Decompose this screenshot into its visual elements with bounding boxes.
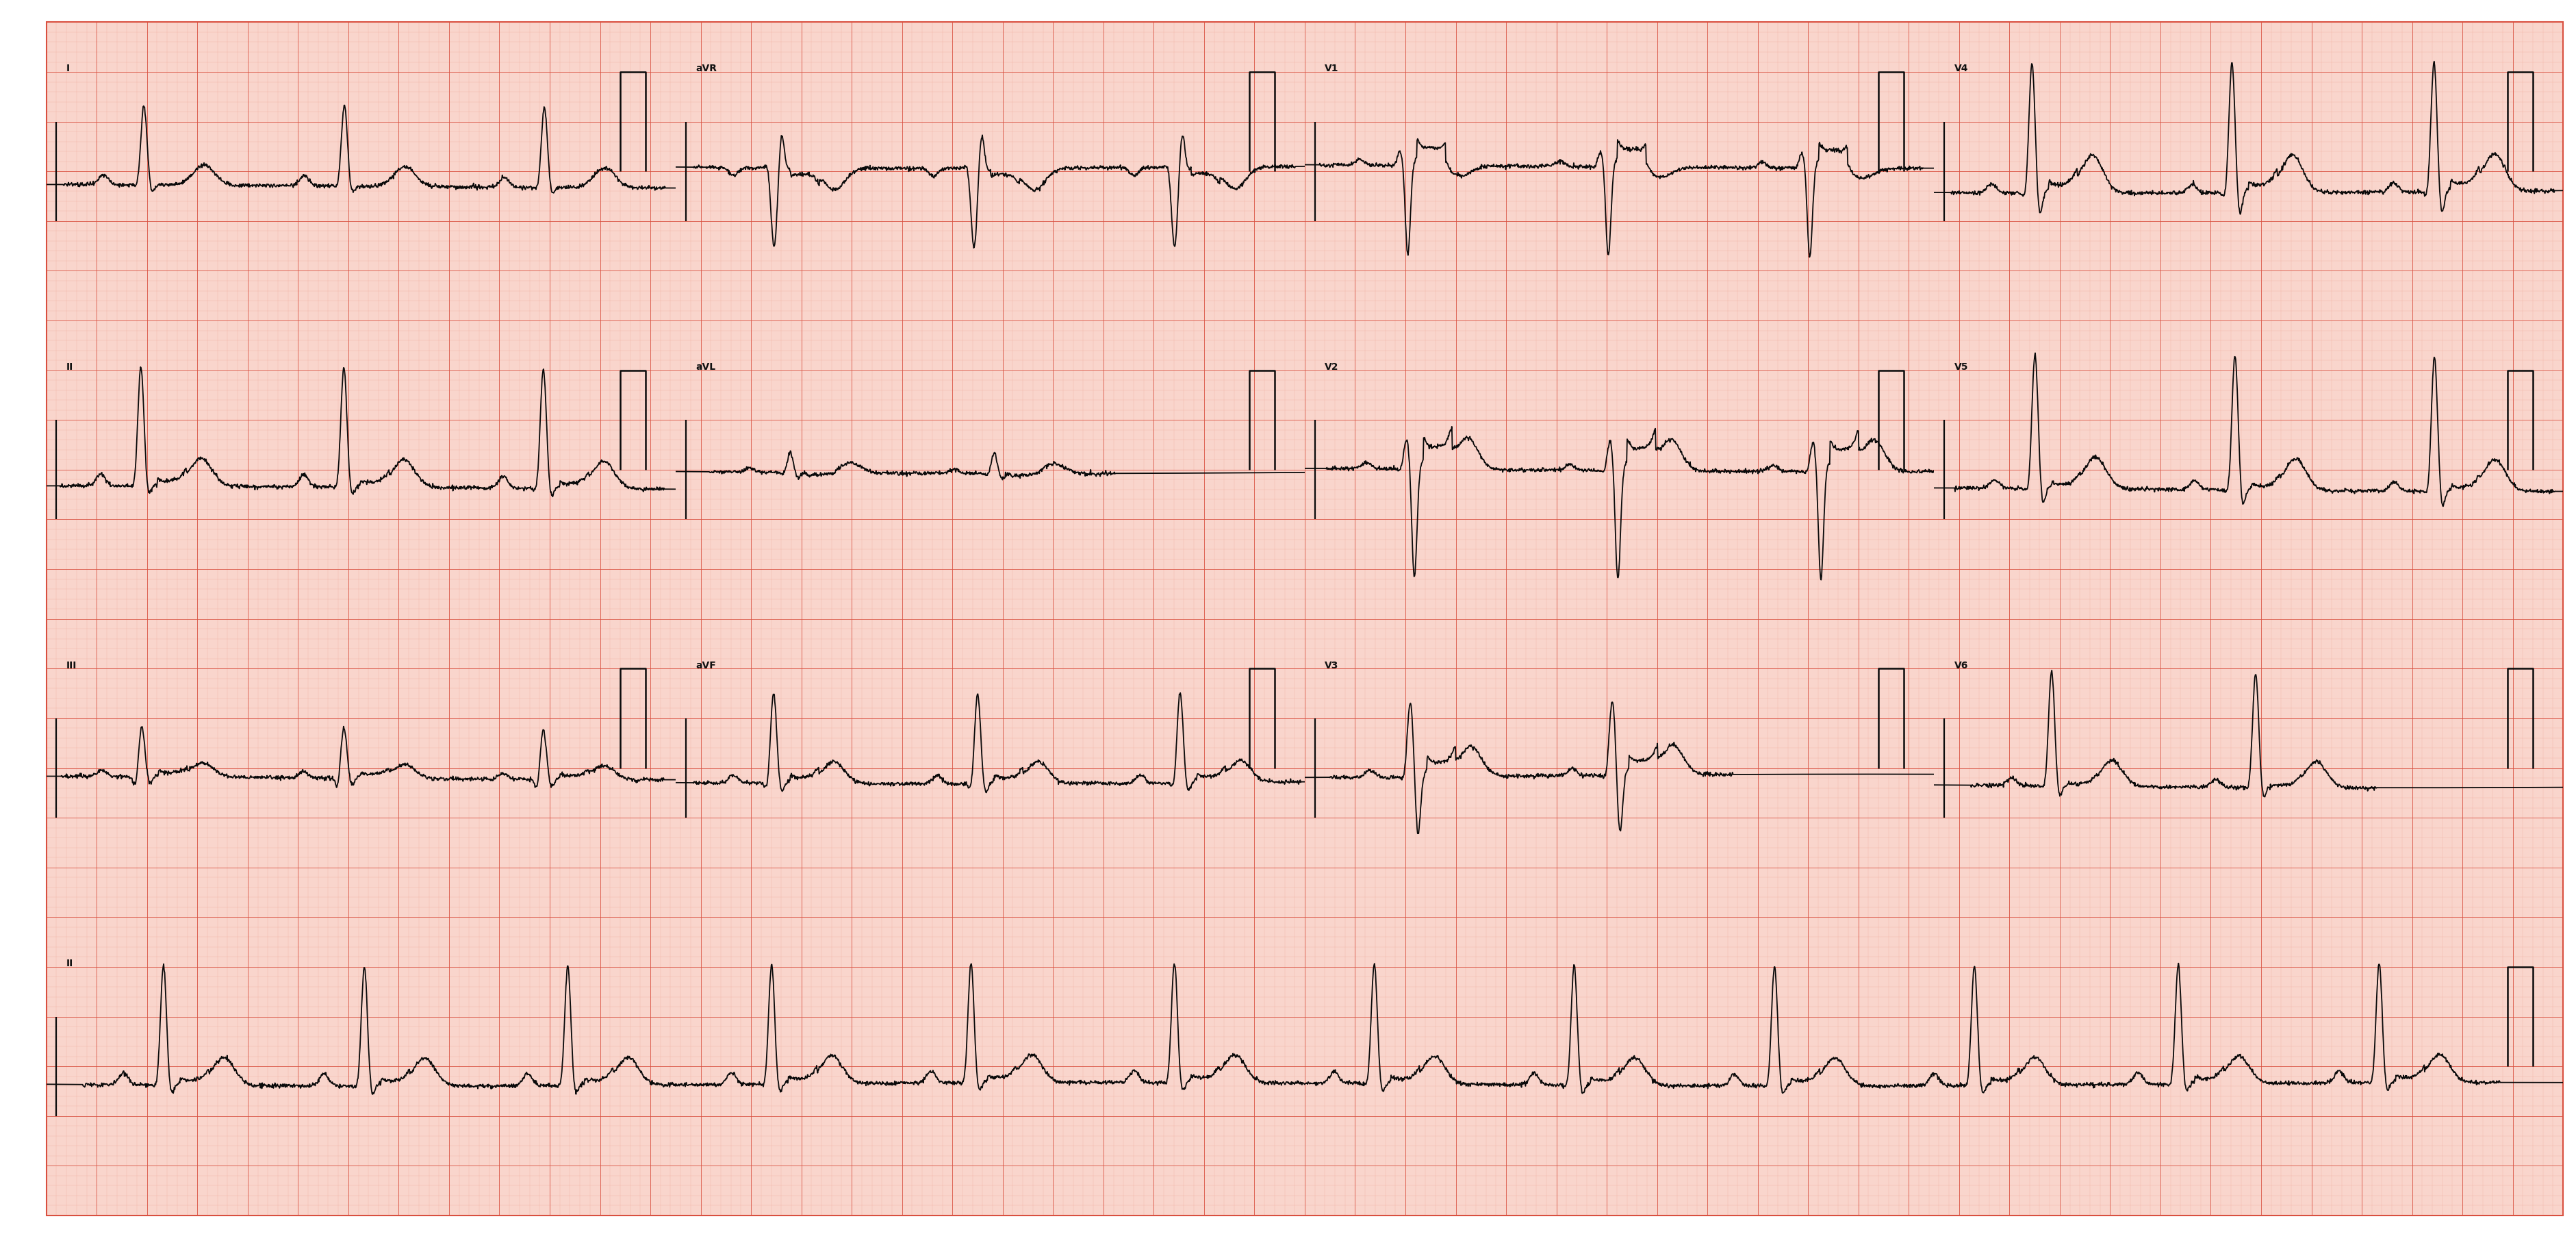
- Bar: [0, 0, 46, 1234]
- Bar: [2563, 0, 2576, 1234]
- Bar: [0, 0, 2576, 22]
- Text: V2: V2: [1324, 363, 1340, 371]
- Text: I: I: [67, 64, 70, 74]
- Text: aVL: aVL: [696, 363, 716, 371]
- Text: V4: V4: [1955, 64, 1968, 74]
- Text: aVF: aVF: [696, 660, 716, 670]
- Text: II: II: [67, 363, 75, 371]
- Text: V3: V3: [1324, 660, 1340, 670]
- Text: II: II: [67, 959, 75, 969]
- Text: V6: V6: [1955, 660, 1968, 670]
- Text: aVR: aVR: [696, 64, 716, 74]
- Bar: [0, 1215, 2576, 1234]
- Text: V5: V5: [1955, 363, 1968, 371]
- Text: V1: V1: [1324, 64, 1340, 74]
- Text: III: III: [67, 660, 77, 670]
